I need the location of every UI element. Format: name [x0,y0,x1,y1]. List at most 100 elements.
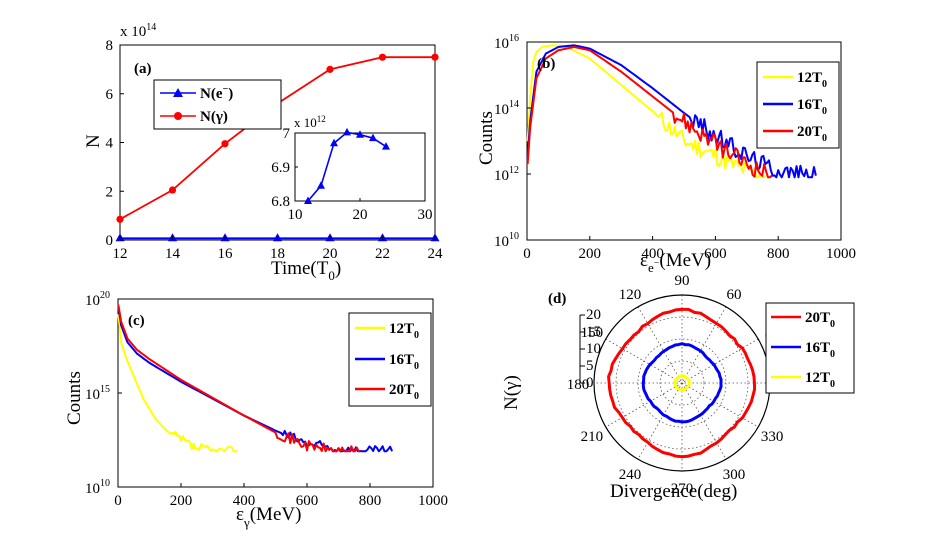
panel-b-xtick-label: 200 [579,246,602,262]
legend-label-b-12t: 12T0 [797,70,827,90]
panel-a-point-ngamma [168,186,177,194]
panel-a-xtick-label: 12 [113,246,128,262]
inset-point-ne [330,138,338,147]
panel-c-xtick-label: 600 [296,493,319,509]
panel-a-xtick-label: 18 [270,246,285,262]
inset-point-ne [317,181,325,189]
panel-b-xtick-label: 0 [523,246,531,262]
panel-c-xtick-label: 200 [170,493,193,509]
polar-angle-label: 120 [619,287,642,303]
panel-d-xlabel: Divergence(deg) [610,481,737,502]
legend-label-c-12t: 12T0 [389,321,419,341]
legend-label-c-16t: 16T0 [389,352,419,372]
panel-a-xtick-label: 16 [218,246,234,262]
panel-c-ylabel: Counts [64,371,85,425]
panel-c-xtick-label: 400 [233,493,256,509]
panel-a-xtick-label: 22 [375,246,390,262]
inset-xtick-label: 30 [418,207,433,223]
panel-a-point-ngamma [326,65,334,73]
panel-c-ytick-label: 1015 [85,384,110,403]
panel-a-y-exponent: x 1014 [120,22,156,40]
polar-angle-label: 150 [581,325,604,341]
polar-curve-12t0 [673,374,691,392]
legend-label-ngamma: N(γ) [200,109,228,125]
panel-c-xlabel: εγ(MeV) [236,504,301,530]
panel-d-label: (d) [548,291,566,307]
panel-b-ylabel: Counts [476,111,497,165]
inset-point-ne [356,130,364,138]
inset-point-ne [382,142,390,150]
inset-point-ne [369,133,377,142]
panel-c-xtick-label: 800 [359,493,382,509]
panel-a-ylabel: N [83,134,104,148]
panel-a-point-ngamma [116,215,124,223]
panel-b-xtick-label: 1000 [826,246,856,262]
polar-angle-label: 300 [723,467,746,483]
panel-b-ytick-label: 1016 [494,33,519,52]
polar-grid-spoke [605,338,759,428]
radial-scale-label: 5 [586,358,594,374]
radial-scale-label: 0 [586,375,594,391]
inset-xtick-label: 20 [353,207,368,223]
inset-y-exponent: x 1012 [294,114,326,130]
legend-label-ne: N(e−) [200,84,233,102]
panel-a-point-ngamma [378,53,387,61]
polar-grid-ring [659,360,705,406]
panel-b: 0 200 400 600 800 1000 1010 1012 1014 1016 (b) 1… [476,33,856,275]
polar-angle-label: 180 [567,377,590,393]
panel-d-legend: 20T0 16T0 12T0 [765,302,855,394]
panel-b-xtick-label: 400 [641,246,664,262]
panel-a-ytick-label: 2 [106,184,114,200]
panel-b-ytick-label: 1012 [494,165,519,184]
polar-angle-label: 90 [675,273,690,289]
panel-c-label: (c) [128,313,145,329]
panel-a-xtick-label: 24 [428,246,444,262]
panel-a-ytick-label: 4 [106,136,114,152]
polar-angle-label: 330 [761,429,784,445]
panel-c-line-20t0 [117,304,361,453]
polar-angle-label: 60 [727,287,742,303]
panel-a-ytick-label: 0 [106,233,114,249]
polar-angle-label: 210 [581,429,604,445]
legend-label-b-20t: 20T0 [797,124,827,144]
panel-b-legend: 12T0 16T0 20T0 [756,61,840,149]
panel-a-label: (a) [134,61,152,77]
panel-c-xtick-label: 1000 [418,493,448,509]
panel-b-xlabel: εe−(MeV) [640,250,711,275]
panel-a-legend: N(e−) N(γ) [153,79,282,130]
legend-marker-ne [173,88,183,97]
inset-ytick-label: 6.9 [271,160,290,176]
legend-label-d-16t: 16T0 [805,340,835,360]
panel-b-xtick-label: 600 [704,246,727,262]
panel-b-label: (b) [537,56,555,72]
inset-ytick-label: 6.8 [271,194,290,210]
panel-b-xtick-label: 800 [767,246,790,262]
radial-scale-label: 20 [586,307,601,323]
panel-c-ytick-label: 1010 [85,478,110,497]
panel-a-legend-box [153,79,282,130]
panel-a-xlabel: Time(T0) [271,258,341,283]
panel-c-xtick-label: 0 [114,493,122,509]
legend-marker-ngamma [174,112,182,120]
panel-c-ytick-label: 1020 [85,290,110,309]
polar-curve-20t0 [607,307,757,459]
panel-c-legend: 12T0 16T0 20T0 [348,312,432,407]
polar-curve-16t0 [641,342,723,424]
inset-ytick-label: 7 [283,126,291,142]
inset-frame [294,132,426,202]
panel-a-xtick-label: 14 [165,246,181,262]
panel-d-ylabel: N(γ) [501,375,522,410]
panel-b-line-16t0 [526,44,817,179]
panel-b-ytick-label: 1014 [494,99,519,118]
panel-b-ytick-label: 1010 [494,231,519,250]
panel-c-line-12t0 [117,313,238,453]
polar-angle-label: 240 [619,467,642,483]
panel-c: 0 200 400 600 800 1000 1010 1015 1020 (c) 12T0 … [64,290,448,530]
radial-scale-label: 15 [586,324,601,340]
panel-a-inset: 10 20 30 6.8 6.9 7 x 1012 [271,114,432,223]
radial-scale-label: 10 [586,341,601,357]
